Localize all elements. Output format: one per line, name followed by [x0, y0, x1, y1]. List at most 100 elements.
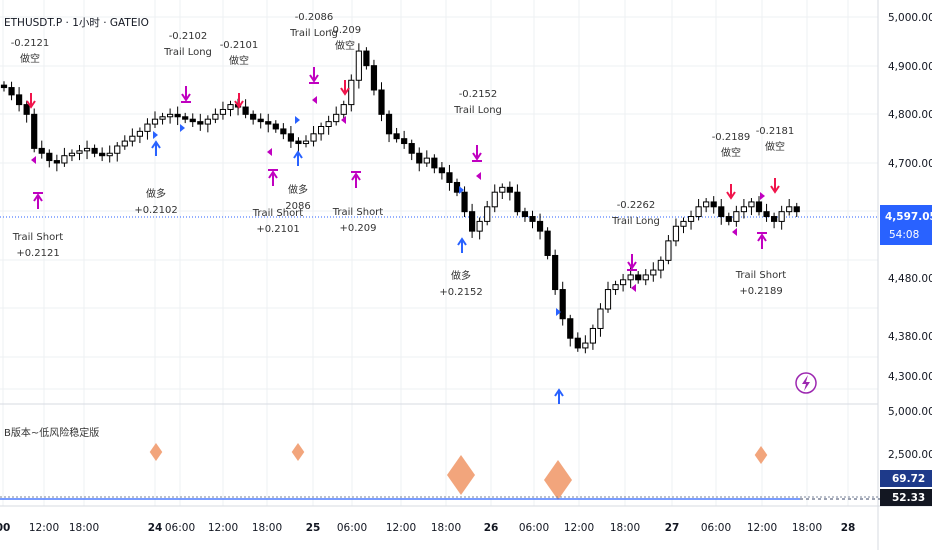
candle [476, 217, 483, 240]
time-label: 12:00 [747, 522, 777, 534]
signal-annotations: -0.2121 做空 Trail Short +0.2121 -0.2102 Trail … [11, 12, 795, 298]
time-label: 25 [306, 522, 321, 534]
candle [740, 199, 747, 219]
trail-short-arrow [33, 193, 43, 209]
trade-annotation: -0.209 做空 [329, 25, 361, 52]
candle [672, 218, 680, 247]
entry-flag [732, 228, 737, 236]
trade-annotation: -0.2121 做空 [11, 38, 50, 65]
trade-annotation: Trail Short +0.2189 [735, 270, 787, 297]
entry-flag [760, 192, 765, 200]
trail-long-arrow [309, 67, 319, 83]
candle [446, 164, 453, 191]
candle [257, 113, 264, 129]
candle [574, 332, 581, 352]
indicator-diamond [291, 443, 305, 461]
entry-flag [180, 124, 185, 132]
symbol-header[interactable]: ETHUSDT.P · 1小时 · GATEIO [4, 17, 149, 29]
candle [16, 87, 23, 112]
annotation-line: Trail Long [611, 216, 660, 227]
candle [295, 137, 302, 152]
trade-annotation: -0.2262 Trail Long [611, 200, 660, 227]
trade-annotation: -0.2181 做空 [756, 126, 795, 153]
trail-short-arrow [351, 172, 361, 188]
trade-annotation: Trail Short +0.209 [332, 207, 384, 234]
candle [91, 144, 98, 158]
indicator-tick: 5,000.00 [888, 406, 932, 418]
trade-annotation: Trail Short +0.2101 [252, 208, 304, 235]
indicator-high-tag [880, 470, 932, 487]
annotation-line: -0.209 [329, 25, 361, 36]
candle [778, 205, 785, 230]
time-axis[interactable]: 0012:0018:002406:0012:0018:002506:0012:0… [0, 522, 855, 534]
time-label: 24 [148, 522, 163, 534]
candle [348, 74, 355, 112]
candle [121, 135, 128, 150]
candle [370, 59, 378, 96]
time-label: 06:00 [519, 522, 549, 534]
candle [786, 199, 793, 216]
candle [212, 108, 219, 124]
candle [197, 113, 204, 131]
annotation-line: Trail Short [735, 270, 787, 281]
candle [0, 81, 8, 92]
trail-long-arrow [472, 145, 482, 161]
candle [401, 130, 408, 149]
candle [204, 115, 211, 133]
trade-annotation: -0.2101 做空 [220, 40, 259, 67]
annotation-line: Trail Short [12, 232, 64, 243]
annotation-line: 做多 [146, 187, 166, 200]
time-label: 28 [841, 522, 856, 534]
indicator-low-value: 52.33 [892, 492, 925, 504]
candle [416, 147, 423, 172]
entry-flag [341, 116, 346, 124]
candle [144, 118, 151, 140]
candle [642, 269, 649, 286]
sell-arrow [26, 93, 36, 109]
annotation-line: +0.2101 [256, 224, 299, 235]
candle [393, 127, 400, 143]
annotation-line: +0.2152 [439, 287, 482, 298]
time-label: 26 [484, 522, 499, 534]
candle [408, 139, 415, 161]
candles-layer [0, 43, 800, 354]
time-label: 12:00 [386, 522, 416, 534]
candle [514, 184, 521, 216]
trade-annotation: -0.2189 做空 [712, 132, 751, 159]
sell-arrow [234, 93, 244, 109]
candle [325, 115, 332, 135]
candle [23, 100, 30, 123]
indicator-axis[interactable]: 5,000.00 2,500.00 69.72 52.33 [880, 406, 932, 506]
candle [461, 186, 468, 218]
alert-lightning-icon[interactable] [795, 372, 817, 394]
price-tick: 4,300.00 [888, 371, 932, 383]
price-axis[interactable]: 5,000.00 4,900.00 4,800.00 4,700.00 4,48… [880, 12, 932, 383]
trade-annotation: Trail Short +0.2121 [12, 232, 64, 259]
candle [302, 135, 310, 148]
indicator-tick: 2,500.00 [888, 449, 932, 461]
time-label: 06:00 [337, 522, 367, 534]
indicator-title[interactable]: B版本~低风险稳定版 [4, 426, 99, 439]
time-label: 27 [665, 522, 680, 534]
trail-long-arrow [181, 86, 191, 102]
trade-annotation: 做多 2086 [285, 183, 310, 212]
sell-arrow [726, 184, 736, 200]
candle [378, 82, 385, 122]
candle [8, 81, 15, 101]
entry-flag [312, 96, 317, 104]
candle [431, 154, 438, 174]
candle [333, 106, 340, 126]
candle [318, 122, 325, 141]
candle [529, 210, 536, 229]
candle [703, 198, 710, 213]
candle [219, 101, 227, 120]
trade-annotation: -0.2102 Trail Long [163, 31, 212, 58]
buy-arrow [457, 237, 467, 253]
current-price-value: 4,597.05 [885, 211, 932, 223]
candle [687, 210, 695, 230]
candle [136, 127, 144, 144]
candle [242, 99, 249, 119]
candle [650, 262, 657, 282]
candle [99, 147, 106, 162]
